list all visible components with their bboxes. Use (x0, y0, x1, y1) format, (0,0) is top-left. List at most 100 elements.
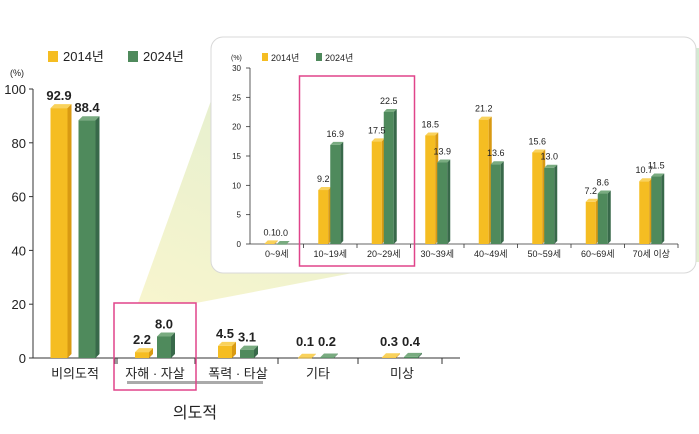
inset-y-tick-label: 25 (232, 93, 241, 102)
inset-bar-2014-6 (585, 198, 599, 244)
inset-bar-2024-6-side (607, 190, 611, 244)
inset-bar-2024-4-top (490, 161, 504, 165)
inset-bar-2024-7 (651, 173, 665, 244)
inset-chart: (%) 0 5 10 15 20 25 30 2014년 2024년 0.1 0.0 0~9세 9.2 16… (210, 36, 697, 274)
inset-bar-2014-4 (478, 116, 492, 244)
inset-y-tick-label: 30 (232, 64, 241, 73)
inset-x-category-label: 20~29세 (367, 249, 401, 259)
bar-2024-2-top (240, 345, 258, 350)
inset-x-category-label: 60~69세 (581, 249, 615, 259)
inset-bar-2014-5-top (532, 149, 546, 153)
inset-bar-2014-3-front (425, 135, 436, 244)
inset-legend-label-2014: 2014년 (271, 53, 299, 63)
inset-data-label-2024-1: 16.9 (326, 129, 344, 139)
inset-bar-2014-2-front (371, 141, 382, 244)
inset-data-label-2024-3: 13.9 (433, 146, 451, 156)
data-label-2024-2: 3.1 (238, 330, 256, 345)
bar-2014-4-front (382, 357, 396, 358)
inset-bar-2024-4-side (500, 161, 504, 244)
bar-2024-3-top (320, 353, 338, 358)
bar-2024-4-front (404, 356, 418, 358)
inset-bar-2024-5-front (544, 167, 555, 244)
inset-bar-2014-6-front (585, 201, 596, 244)
data-label-2014-2: 4.5 (216, 326, 234, 341)
inset-bar-2024-4 (490, 161, 504, 244)
bar-2024-3-side (334, 353, 338, 358)
data-label-2014-3: 0.1 (296, 334, 314, 349)
legend-swatch-2024 (128, 51, 138, 62)
y-tick-label: 100 (4, 82, 26, 97)
inset-bar-2024-7-top (651, 173, 665, 177)
inset-bar-2014-0-side (274, 240, 278, 244)
y-tick-label: 0 (19, 351, 26, 366)
inset-bar-2024-6 (597, 190, 611, 244)
inset-y-tick-label: 5 (237, 211, 242, 220)
y-tick-label: 20 (12, 297, 26, 312)
inset-y-unit-label: (%) (231, 55, 242, 62)
inset-data-label-2024-5: 13.0 (540, 152, 558, 162)
inset-bar-2024-6-front (597, 193, 608, 244)
bar-2014-3-top (298, 353, 316, 358)
inset-data-label-2014-4: 21.2 (475, 104, 493, 114)
inset-bar-2014-0-top (264, 240, 278, 244)
data-label-2024-1: 8.0 (155, 316, 173, 331)
inset-legend-label-2024: 2024년 (325, 53, 353, 63)
inset-bar-2024-7-side (661, 173, 665, 244)
inset-bar-2014-3-top (425, 132, 439, 136)
inset-bar-2014-1-top (318, 187, 332, 191)
inset-data-label-2014-5: 15.6 (528, 136, 546, 146)
bar-2024-0-top (78, 116, 100, 121)
inset-data-label-2014-7: 10.7 (635, 165, 653, 175)
inset-x-category-label: 0~9세 (265, 249, 289, 259)
inset-bar-2014-5-front (532, 152, 543, 244)
y-unit-label: (%) (10, 68, 24, 78)
bar-2024-2-side (254, 345, 258, 358)
bar-2024-2-front (240, 349, 254, 358)
bar-2024-0-front (78, 120, 96, 358)
y-tick-label: 40 (12, 243, 26, 258)
legend-swatch-2014 (48, 51, 58, 62)
y-tick-label: 60 (12, 190, 26, 205)
inset-data-label-2024-4: 13.6 (487, 148, 505, 158)
inset-x-category-label: 50~59세 (527, 249, 561, 259)
inset-data-label-2014-3: 18.5 (421, 119, 439, 129)
bar-2014-1-front (135, 352, 149, 358)
bar-2024-1-top (157, 332, 175, 337)
data-label-2014-4: 0.3 (380, 334, 398, 349)
inset-x-category-label: 30~39세 (420, 249, 454, 259)
inset-data-label-2024-7: 11.5 (648, 161, 665, 171)
x-category-label: 기타 (306, 366, 330, 381)
inset-bar-2014-2 (371, 138, 385, 244)
inset-bar-2024-5-side (554, 164, 558, 244)
bar-2024-1-front (157, 336, 171, 358)
inset-bar-2014-5 (532, 149, 546, 244)
x-category-label: 미상 (390, 366, 414, 381)
inset-bar-2014-4-front (478, 119, 489, 244)
inset-y-tick-label: 20 (232, 123, 241, 132)
x-category-label: 비의도적 (51, 366, 99, 381)
legend-label-2014: 2014년 (63, 49, 104, 64)
bar-2014-2-side (232, 341, 236, 358)
inset-legend-swatch-2024 (316, 53, 322, 61)
bar-2024-4 (404, 352, 422, 358)
inset-bar-2014-7-top (639, 178, 653, 182)
inset-bar-2014-1 (318, 187, 332, 244)
bar-2014-3 (298, 353, 316, 359)
inset-x-category-label: 40~49세 (474, 249, 508, 259)
inset-bar-2024-0-top (276, 241, 290, 244)
inset-data-label-2024-6: 8.6 (596, 178, 609, 188)
inset-bar-2024-2-top (383, 109, 397, 112)
bar-2014-4 (382, 353, 400, 358)
inset-bar-2024-2 (383, 109, 397, 244)
bar-2014-2 (218, 341, 236, 358)
group-label: 의도적 (173, 404, 217, 422)
inset-legend-swatch-2014 (262, 53, 268, 61)
inset-data-label-2014-1: 9.2 (317, 174, 330, 184)
inset-y-tick-label: 15 (232, 152, 241, 161)
highlight-box-main (113, 302, 197, 391)
bar-2024-4-side (418, 352, 422, 358)
inset-bar-2024-1 (330, 141, 344, 244)
inset-y-tick-label: 0 (237, 240, 242, 249)
